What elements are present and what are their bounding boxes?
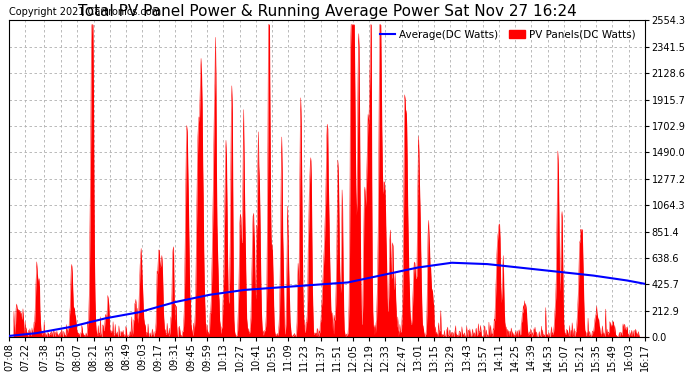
Legend: Average(DC Watts), PV Panels(DC Watts): Average(DC Watts), PV Panels(DC Watts)	[375, 26, 640, 44]
Text: Copyright 2021 Cartronics.com: Copyright 2021 Cartronics.com	[9, 7, 161, 17]
Title: Total PV Panel Power & Running Average Power Sat Nov 27 16:24: Total PV Panel Power & Running Average P…	[77, 4, 576, 19]
